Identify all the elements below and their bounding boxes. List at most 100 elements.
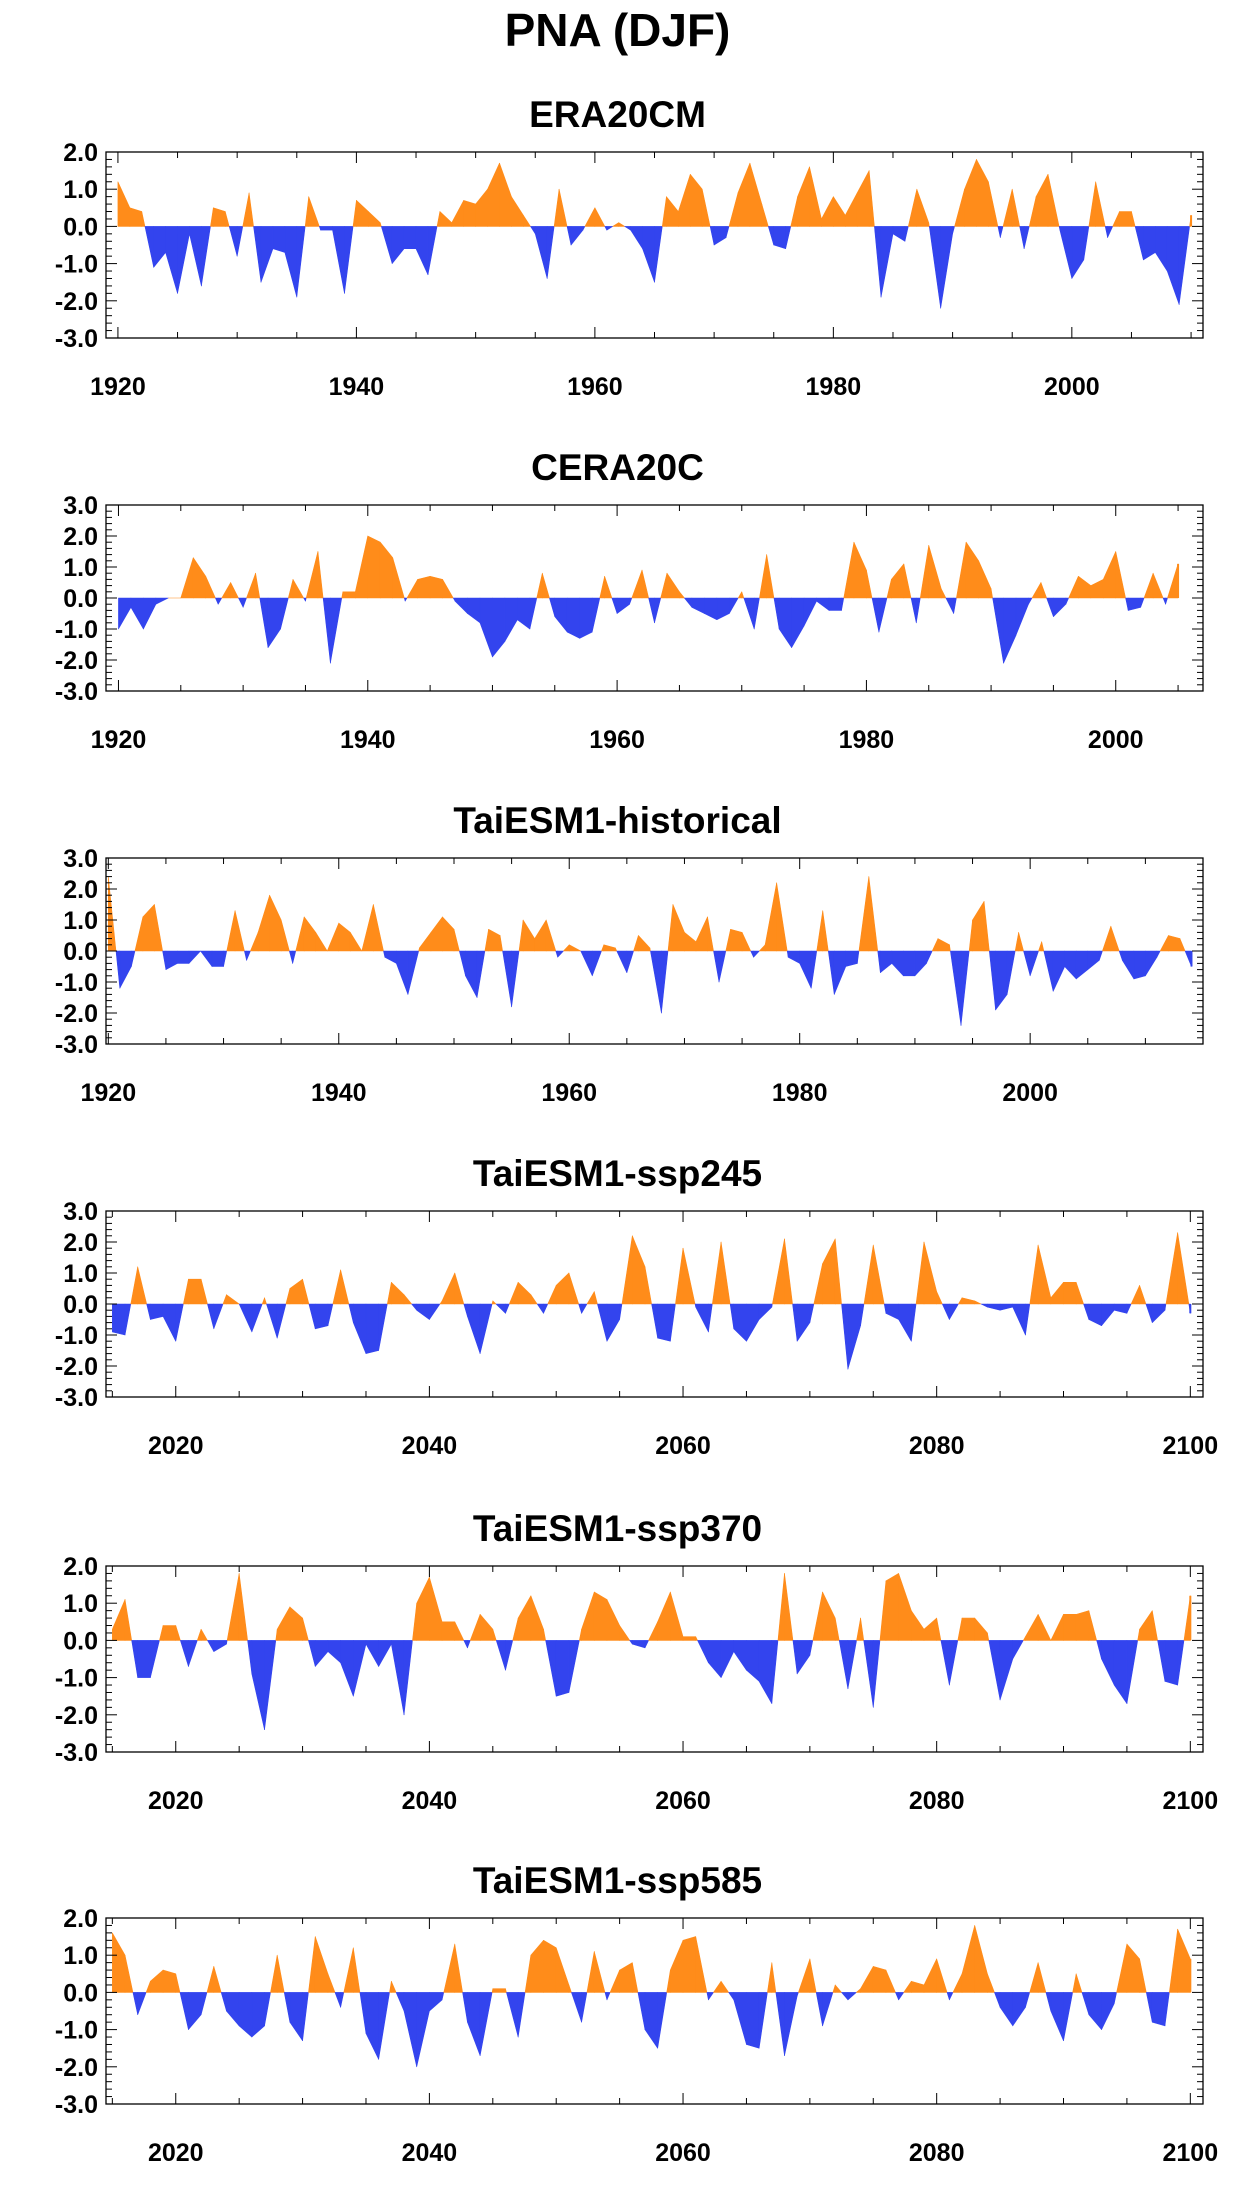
area-segment bbox=[950, 950, 962, 1026]
area-segment bbox=[255, 572, 261, 599]
y-tick-label: -2.0 bbox=[55, 1000, 98, 1028]
area-segment bbox=[555, 1947, 570, 1993]
area-segment bbox=[928, 545, 942, 599]
area-segment bbox=[1023, 1636, 1026, 1641]
area-segment bbox=[267, 597, 281, 648]
area-segment bbox=[616, 597, 630, 614]
area-segment bbox=[210, 207, 214, 227]
area-segment bbox=[987, 1303, 1001, 1311]
area-segment bbox=[679, 591, 685, 599]
area-segment bbox=[776, 882, 788, 952]
area-segment bbox=[188, 950, 201, 964]
y-tick-label: -1.0 bbox=[55, 1322, 98, 1350]
area-segment bbox=[708, 1992, 714, 2001]
area-segment bbox=[1045, 1992, 1052, 2012]
area-segment bbox=[430, 916, 443, 952]
tick-labels: 2.0 1.0 0.0 -1.0 -2.0 -3.0 1920 1940 1960 1980 200… bbox=[55, 139, 1100, 401]
area-segment bbox=[593, 1951, 606, 1993]
area-segment bbox=[874, 226, 882, 298]
area-segment bbox=[454, 1272, 465, 1305]
area-segment bbox=[619, 1962, 633, 1993]
area-segment bbox=[644, 1640, 649, 1649]
area-segment bbox=[1012, 1640, 1024, 1660]
area-segment bbox=[593, 1591, 608, 1641]
area-segment bbox=[878, 597, 888, 633]
area-segment bbox=[815, 1992, 823, 2027]
area-segment bbox=[141, 211, 146, 227]
y-tick-label: 2.0 bbox=[63, 139, 98, 167]
area-segment bbox=[222, 1294, 227, 1305]
area-segment bbox=[1122, 950, 1135, 980]
area-segment bbox=[395, 1992, 405, 2012]
area-segment bbox=[1178, 226, 1190, 305]
area-segment bbox=[651, 1303, 658, 1339]
area-segment bbox=[953, 597, 957, 614]
area-segment bbox=[467, 1640, 471, 1649]
area-segment bbox=[1131, 211, 1136, 227]
area-segment bbox=[217, 597, 223, 605]
area-segment bbox=[247, 1640, 253, 1675]
y-tick-label: 0.0 bbox=[63, 938, 98, 966]
area-segment bbox=[296, 226, 306, 298]
area-segment bbox=[960, 950, 970, 1026]
area-segment bbox=[115, 950, 121, 989]
area-segment bbox=[863, 1640, 874, 1708]
area-segment bbox=[130, 597, 144, 630]
area-segment bbox=[264, 1297, 267, 1305]
area-segment bbox=[816, 910, 824, 952]
area-segment bbox=[1014, 932, 1019, 952]
area-segment bbox=[469, 1614, 481, 1641]
area-segment bbox=[903, 950, 916, 977]
area-segment bbox=[1166, 226, 1180, 305]
area-segment bbox=[284, 226, 298, 298]
y-tick-label: -3.0 bbox=[55, 1031, 98, 1059]
area-segment bbox=[207, 1303, 215, 1330]
area-segment bbox=[303, 916, 317, 952]
area-segment bbox=[253, 226, 262, 283]
area-segment bbox=[903, 563, 912, 599]
area-segment bbox=[753, 950, 760, 958]
area-segment bbox=[1068, 576, 1079, 599]
area-segment bbox=[648, 597, 655, 624]
area-segment bbox=[792, 1640, 798, 1675]
area-segment bbox=[568, 944, 582, 952]
area-segment bbox=[403, 1294, 412, 1305]
area-segment bbox=[419, 932, 432, 952]
area-segment bbox=[272, 226, 286, 253]
area-segment bbox=[276, 1606, 291, 1641]
area-segment bbox=[593, 1291, 598, 1305]
area-segment bbox=[506, 1992, 519, 2038]
area-segment bbox=[892, 226, 906, 242]
area-segment bbox=[733, 1640, 747, 1671]
area-segment bbox=[1025, 1992, 1030, 2008]
area-segment bbox=[1029, 1244, 1039, 1305]
area-segment bbox=[713, 226, 727, 246]
area-segment bbox=[657, 1303, 671, 1342]
area-segment bbox=[488, 929, 501, 952]
area-segment bbox=[475, 188, 488, 227]
area-segment bbox=[784, 1573, 794, 1641]
area-segment bbox=[406, 579, 418, 599]
area-segment bbox=[530, 1940, 544, 1993]
area-segment bbox=[601, 944, 605, 952]
area-segment bbox=[946, 1992, 950, 2001]
area-segment bbox=[289, 1606, 303, 1641]
area-segment bbox=[903, 1980, 912, 1993]
area-segment bbox=[891, 950, 904, 977]
area-segment bbox=[308, 196, 320, 227]
area-segment bbox=[898, 1303, 912, 1342]
area-segment bbox=[743, 597, 755, 630]
area-segment bbox=[720, 1980, 729, 1993]
area-segment bbox=[1029, 950, 1039, 977]
area-segment bbox=[439, 1300, 443, 1305]
area-segment bbox=[684, 932, 697, 952]
area-segment bbox=[682, 1636, 697, 1641]
area-segment bbox=[1107, 226, 1114, 238]
area-segment bbox=[1046, 597, 1054, 617]
area-segment bbox=[553, 188, 560, 227]
area-segment bbox=[238, 1992, 253, 2038]
area-segment bbox=[1041, 941, 1045, 952]
area-segment bbox=[276, 1954, 285, 1993]
area-segment bbox=[999, 1640, 1014, 1701]
area-segment bbox=[695, 1303, 709, 1333]
